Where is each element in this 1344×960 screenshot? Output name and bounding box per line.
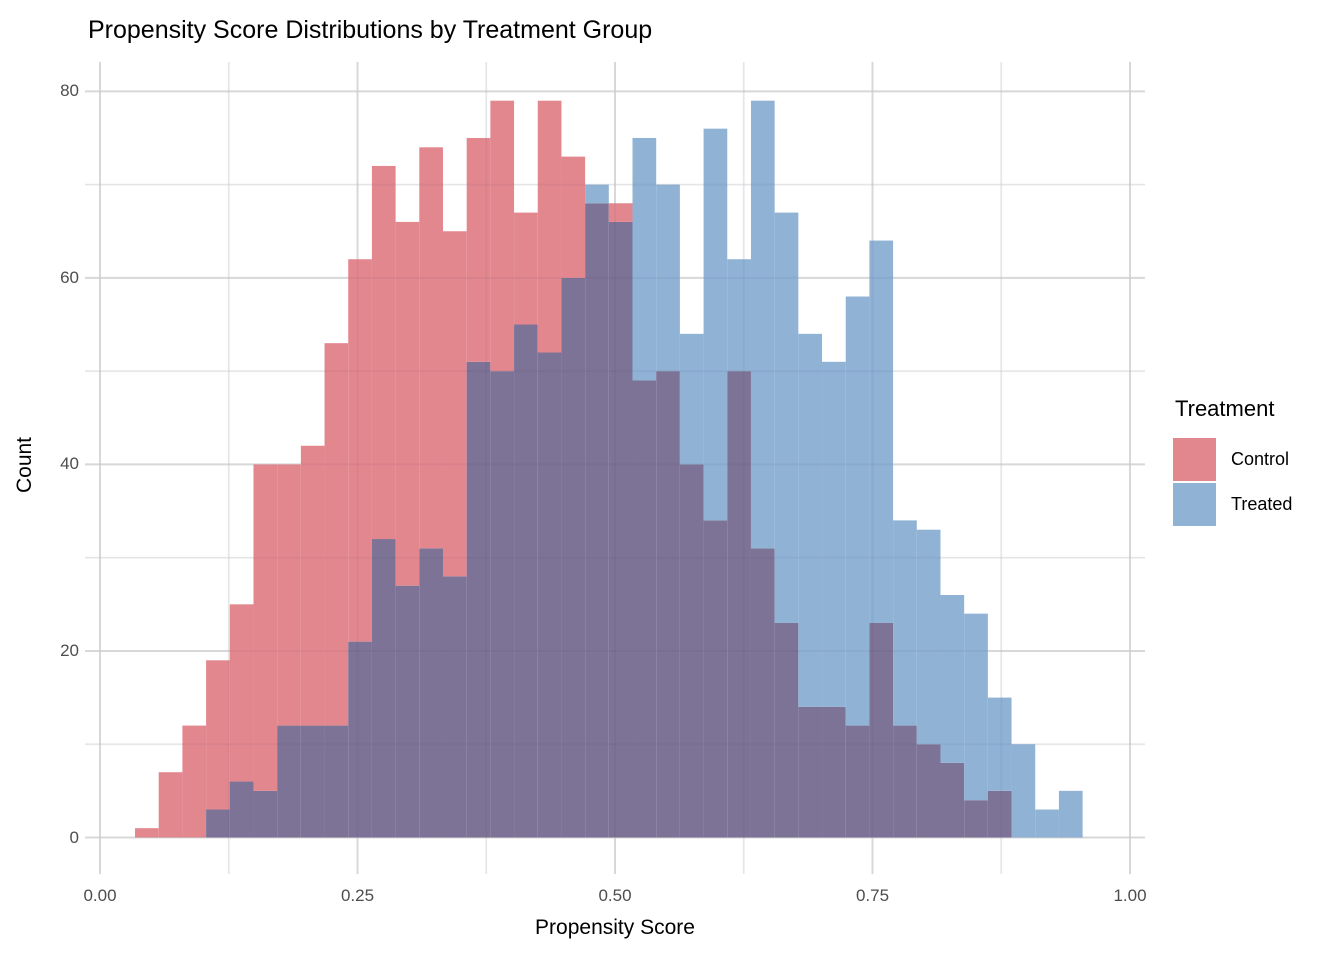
x-tick-label: 1.00 [1113, 886, 1147, 905]
histogram-bar-control [608, 203, 633, 222]
histogram-bar-control [537, 100, 562, 353]
histogram-bar-control [561, 156, 586, 278]
histogram-bar-overlap [490, 371, 515, 838]
histogram-bar-treated [869, 240, 894, 623]
legend: Treatment Control Treated [1173, 396, 1344, 528]
histogram-bar-control [324, 343, 349, 726]
y-tick-label: 40 [60, 454, 79, 474]
histogram-bar-control [158, 772, 183, 838]
x-tick-label: 0.00 [83, 886, 117, 905]
histogram-bar-treated [774, 212, 799, 623]
histogram-bar-overlap [371, 539, 396, 838]
histogram-bar-treated [987, 697, 1012, 791]
histogram-bar-overlap [466, 361, 491, 838]
histogram-bar-treated [585, 184, 609, 204]
histogram-bar-overlap [869, 622, 894, 838]
histogram-bar-overlap [822, 706, 846, 838]
histogram-bar-overlap [561, 277, 586, 838]
legend-label-treated: Treated [1231, 494, 1293, 514]
y-tick-label: 60 [60, 267, 79, 287]
histogram-bar-overlap [845, 725, 870, 838]
histogram-bar-control [135, 828, 159, 838]
histogram-bar-overlap [253, 790, 278, 838]
legend-title: Treatment [1175, 396, 1275, 421]
histogram-bar-treated [1011, 744, 1036, 838]
y-tick-label: 0 [69, 827, 79, 847]
histogram-bar-overlap [774, 622, 799, 838]
histogram-bar-overlap [703, 520, 728, 838]
histogram-bar-overlap [893, 725, 917, 838]
histogram-bar-overlap [206, 809, 230, 838]
histogram-bar-treated [1058, 790, 1083, 838]
histogram-bar-treated [750, 100, 775, 549]
histogram-bar-overlap [916, 744, 941, 838]
histogram-bar-overlap [300, 725, 325, 838]
histogram-bar-treated [964, 613, 988, 801]
histogram-bar-treated [893, 520, 917, 726]
histogram-bar-overlap [632, 380, 657, 838]
treated-swatch-icon [1173, 483, 1216, 526]
histogram-bar-control [182, 725, 207, 838]
histogram-bar-treated [845, 296, 870, 726]
histogram-bar-control [277, 464, 301, 726]
legend-item-control: Control [1173, 438, 1344, 481]
histogram-bar-treated [822, 361, 846, 707]
histogram-bar-overlap [348, 641, 372, 838]
legend-item-treated: Treated [1173, 483, 1344, 526]
histogram-bar-overlap [229, 781, 254, 838]
histogram-bar-control [253, 464, 278, 791]
histogram-bar-overlap [514, 324, 538, 838]
x-axis-title: Propensity Score [535, 916, 695, 939]
histogram-bar-overlap [419, 548, 443, 838]
histogram-bar-overlap [679, 464, 704, 838]
y-tick-label: 20 [60, 640, 79, 660]
histogram-bar-overlap [442, 576, 467, 838]
histogram-bar-overlap [987, 790, 1012, 838]
legend-label-control: Control [1231, 449, 1290, 469]
chart-title: Propensity Score Distributions by Treatm… [88, 16, 653, 44]
histogram-bar-control [371, 165, 396, 540]
histogram-bar-control [206, 660, 230, 810]
histogram-bar-control [490, 100, 515, 372]
x-tick-label: 0.25 [340, 886, 375, 905]
histogram-bar-overlap [940, 762, 965, 838]
histogram-bar-overlap [608, 221, 633, 838]
histogram-bar-treated [1035, 809, 1059, 838]
histogram-bar-control [466, 137, 491, 362]
histogram-bar-treated [632, 137, 657, 381]
histogram-bar-overlap [324, 725, 349, 838]
histogram-bar-treated [727, 259, 751, 372]
histogram-bar-control [229, 604, 254, 782]
histogram-bar-overlap [750, 548, 775, 838]
x-tick-label: 0.50 [598, 886, 632, 905]
histogram-bar-overlap [277, 725, 301, 838]
histogram-bar-treated [940, 594, 965, 763]
histogram-bar-control [395, 221, 420, 586]
histogram-bar-overlap [727, 371, 751, 838]
histogram-bar-treated [703, 128, 728, 521]
histogram-bar-overlap [798, 706, 823, 838]
histogram-bar-control [348, 259, 372, 642]
histogram-bar-control [442, 231, 467, 577]
x-tick-label: 0.75 [855, 886, 890, 905]
control-swatch-icon [1173, 438, 1216, 481]
histogram-bar-control [419, 147, 443, 549]
histogram-bar-treated [679, 333, 704, 465]
histogram-bar-overlap [656, 371, 680, 838]
histogram-bar-treated [798, 333, 823, 707]
histogram-bar-treated [916, 529, 941, 745]
histogram-bar-overlap [585, 203, 609, 838]
histogram-bar-control [300, 445, 325, 726]
y-tick-label: 80 [60, 81, 79, 101]
histogram-bar-treated [656, 184, 680, 372]
histogram-bar-overlap [395, 585, 420, 838]
histogram-bar-overlap [964, 800, 988, 838]
histogram-bar-overlap [537, 352, 562, 838]
histogram-bar-control [514, 212, 538, 325]
